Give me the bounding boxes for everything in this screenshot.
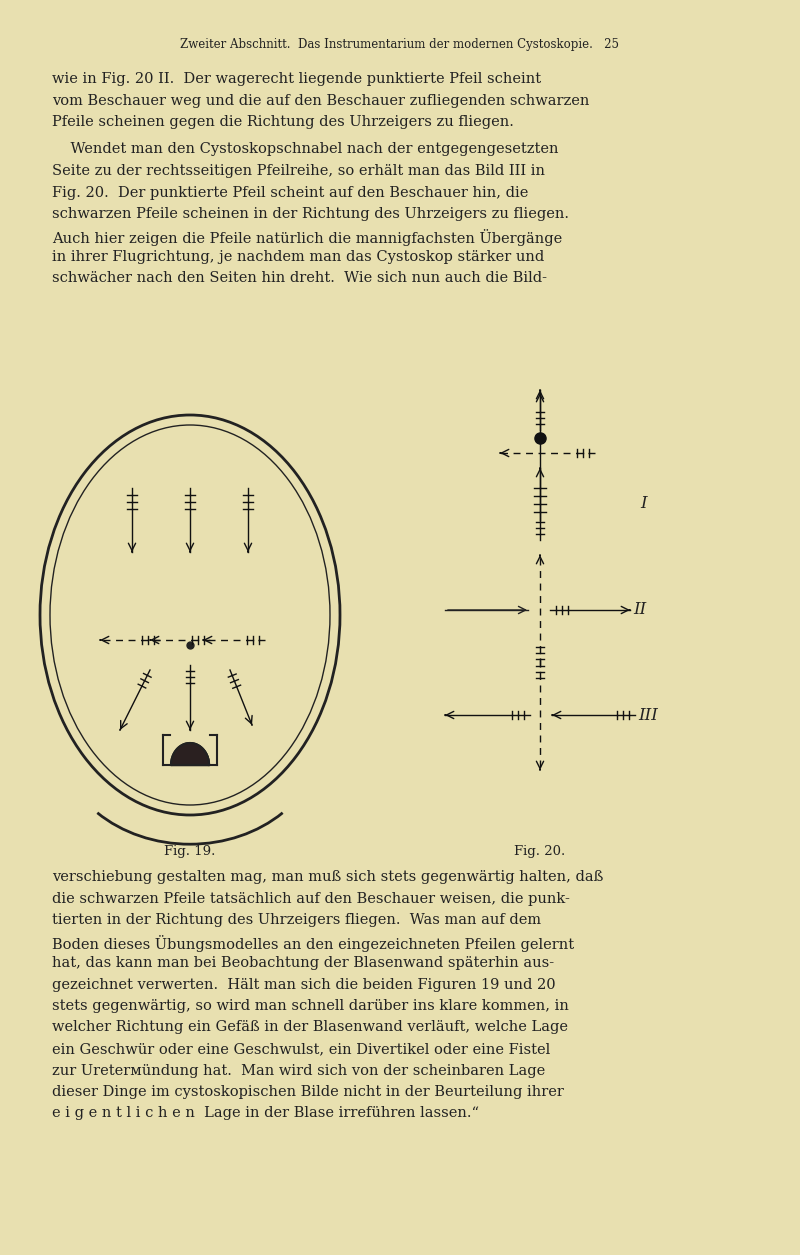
Text: dieser Dinge im cystoskopischen Bilde nicht in der Beurteilung ihrer: dieser Dinge im cystoskopischen Bilde ni…: [52, 1086, 564, 1099]
Text: Fig. 20.: Fig. 20.: [514, 845, 566, 858]
Text: welcher Richtung ein Gefäß in der Blasenwand verläuft, welche Lage: welcher Richtung ein Gefäß in der Blasen…: [52, 1020, 568, 1034]
Text: in ihrer Flugrichtung, je nachdem man das Cystoskop stärker und: in ihrer Flugrichtung, je nachdem man da…: [52, 250, 544, 264]
Text: schwarzen Pfeile scheinen in der Richtung des Uhrzeigers zu fliegen.: schwarzen Pfeile scheinen in der Richtun…: [52, 207, 569, 221]
Text: Auch hier zeigen die Pfeile natürlich die mannigfachsten Übergänge: Auch hier zeigen die Pfeile natürlich di…: [52, 228, 562, 246]
Text: vom Beschauer weg und die auf den Beschauer zufliegenden schwarzen: vom Beschauer weg und die auf den Bescha…: [52, 94, 590, 108]
Text: schwächer nach den Seiten hin dreht.  Wie sich nun auch die Bild-: schwächer nach den Seiten hin dreht. Wie…: [52, 271, 547, 285]
Text: Fig. 20.  Der punktierte Pfeil scheint auf den Beschauer hin, die: Fig. 20. Der punktierte Pfeil scheint au…: [52, 186, 528, 200]
Text: III: III: [638, 707, 658, 723]
Text: gezeichnet verwerten.  Hält man sich die beiden Figuren 19 und 20: gezeichnet verwerten. Hält man sich die …: [52, 978, 556, 991]
Text: zur Ureterмündung hat.  Man wird sich von der scheinbaren Lage: zur Ureterмündung hat. Man wird sich von…: [52, 1063, 546, 1078]
Text: I: I: [640, 494, 646, 512]
Text: stets gegenwärtig, so wird man schnell darüber ins klare kommen, in: stets gegenwärtig, so wird man schnell d…: [52, 999, 569, 1013]
Text: Fig. 19.: Fig. 19.: [164, 845, 216, 858]
Text: wie in Fig. 20 II.  Der wagerecht liegende punktierte Pfeil scheint: wie in Fig. 20 II. Der wagerecht liegend…: [52, 72, 541, 87]
Text: verschiebung gestalten mag, man muß sich stets gegenwärtig halten, daß: verschiebung gestalten mag, man muß sich…: [52, 870, 603, 884]
Text: Boden dieses Übungsmodelles an den eingezeichneten Pfeilen gelernt: Boden dieses Übungsmodelles an den einge…: [52, 935, 574, 951]
Text: Pfeile scheinen gegen die Richtung des Uhrzeigers zu fliegen.: Pfeile scheinen gegen die Richtung des U…: [52, 115, 514, 129]
Text: ein Geschwür oder eine Geschwulst, ein Divertikel oder eine Fistel: ein Geschwür oder eine Geschwulst, ein D…: [52, 1042, 550, 1055]
Text: tierten in der Richtung des Uhrzeigers fliegen.  Was man auf dem: tierten in der Richtung des Uhrzeigers f…: [52, 912, 541, 927]
Text: Wendet man den Cystoskopschnabel nach der entgegengesetzten: Wendet man den Cystoskopschnabel nach de…: [52, 143, 558, 157]
Text: II: II: [633, 601, 646, 619]
Text: e i g e n t l i c h e n  Lage in der Blase irreführen lassen.“: e i g e n t l i c h e n Lage in der Blas…: [52, 1107, 479, 1121]
Text: Zweiter Abschnitt.  Das Instrumentarium der modernen Cystoskopie.   25: Zweiter Abschnitt. Das Instrumentarium d…: [181, 38, 619, 51]
Text: die schwarzen Pfeile tatsächlich auf den Beschauer weisen, die punk-: die schwarzen Pfeile tatsächlich auf den…: [52, 891, 570, 906]
Text: hat, das kann man bei Beobachtung der Blasenwand späterhin aus-: hat, das kann man bei Beobachtung der Bl…: [52, 956, 554, 970]
Text: Seite zu der rechtsseitigen Pfeilreihe, so erhält man das Bild III in: Seite zu der rechtsseitigen Pfeilreihe, …: [52, 164, 545, 178]
